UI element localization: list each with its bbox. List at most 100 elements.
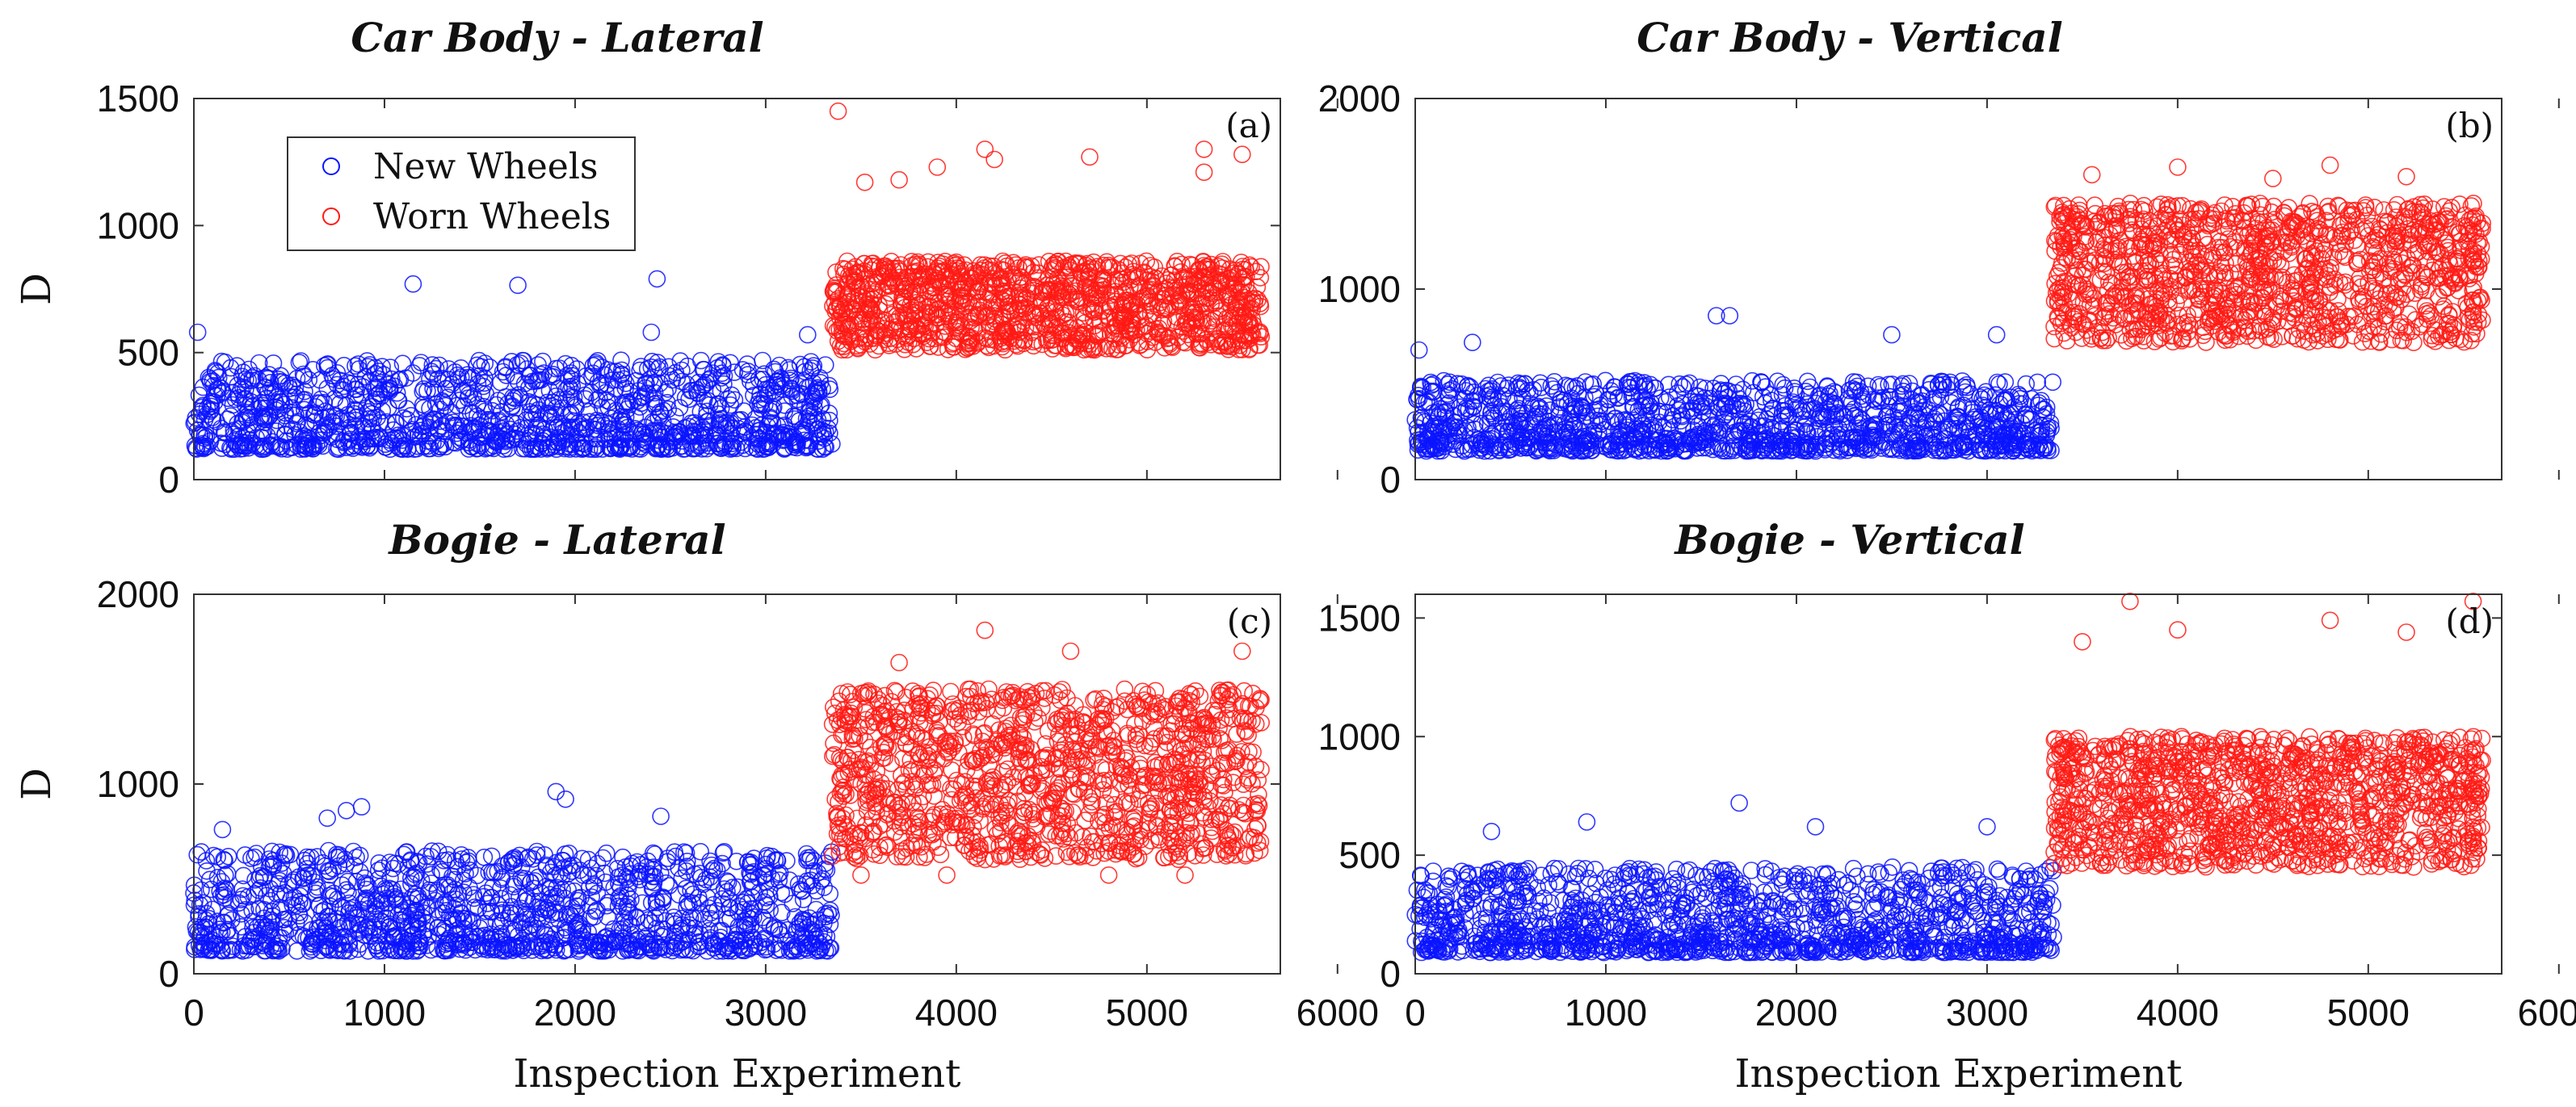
data-point — [804, 359, 822, 377]
data-point — [801, 362, 820, 379]
data-point — [215, 423, 233, 441]
data-point — [693, 440, 711, 458]
data-point — [736, 422, 754, 441]
data-point — [695, 360, 713, 379]
data-point — [2017, 375, 2035, 393]
data-point — [506, 389, 524, 408]
outlier-point — [1195, 163, 1213, 182]
data-point — [666, 425, 685, 443]
data-point — [328, 375, 347, 394]
outlier-point — [928, 158, 947, 176]
data-point — [785, 433, 804, 451]
data-point — [347, 357, 364, 375]
data-point — [781, 371, 799, 390]
data-point — [197, 427, 216, 446]
scatter-points — [185, 102, 1271, 459]
data-point — [529, 416, 547, 434]
data-point — [369, 370, 388, 388]
data-point — [388, 384, 406, 402]
data-point — [713, 436, 732, 454]
data-point — [612, 351, 630, 370]
data-point — [315, 393, 333, 412]
data-point — [2044, 373, 2061, 392]
data-point — [258, 369, 276, 387]
outlier-point — [855, 174, 874, 191]
data-point — [583, 367, 601, 386]
outlier-point — [1464, 333, 1481, 351]
y-axis-label: D — [13, 273, 60, 305]
data-point — [637, 435, 655, 454]
outlier-point — [1081, 148, 1099, 166]
data-point — [475, 374, 494, 392]
data-point — [490, 423, 508, 442]
chart-title: Car Body - Lateral — [351, 14, 763, 61]
data-point — [266, 383, 284, 401]
data-point — [398, 410, 416, 429]
data-point — [660, 358, 678, 376]
data-point — [653, 438, 671, 456]
data-point — [603, 371, 622, 389]
data-point — [816, 356, 834, 374]
data-point — [434, 369, 452, 388]
data-point — [671, 352, 690, 370]
y-tick-label: 1500 — [97, 78, 179, 120]
outlier-point — [829, 102, 847, 120]
data-point — [228, 357, 246, 375]
data-point — [1252, 258, 1270, 276]
data-point — [792, 375, 810, 393]
data-point — [494, 363, 512, 381]
data-point — [638, 360, 657, 378]
data-point — [523, 405, 541, 423]
data-point — [548, 418, 566, 437]
outlier-point — [1987, 325, 2006, 344]
data-point — [262, 373, 279, 392]
data-point — [437, 422, 455, 441]
outlier-point — [985, 150, 1003, 169]
data-point — [419, 439, 438, 458]
data-point — [370, 384, 388, 403]
data-point — [502, 398, 521, 417]
data-point — [431, 412, 449, 430]
data-point — [553, 399, 571, 417]
data-point — [683, 439, 701, 458]
outlier-point — [976, 140, 994, 158]
data-point — [712, 409, 729, 428]
data-point — [734, 402, 753, 420]
y-tick-label: 0 — [158, 459, 179, 501]
data-point — [648, 421, 666, 440]
data-point — [414, 383, 432, 400]
outlier-point — [188, 323, 207, 342]
data-point — [679, 357, 696, 375]
data-point — [472, 358, 490, 376]
series-new — [1406, 307, 2061, 460]
data-point — [683, 414, 700, 432]
data-point — [715, 438, 733, 456]
data-point — [439, 371, 457, 388]
data-point — [377, 413, 396, 431]
data-point — [330, 438, 348, 456]
data-point — [674, 440, 692, 458]
data-point — [722, 386, 741, 405]
data-point — [478, 410, 497, 429]
data-point — [595, 366, 614, 384]
scatter-points — [1406, 156, 2491, 460]
outlier-point — [798, 325, 817, 344]
data-point — [237, 370, 254, 388]
data-point — [424, 410, 443, 428]
data-point — [547, 440, 565, 459]
data-point — [287, 406, 305, 424]
data-point — [393, 354, 412, 373]
data-point — [686, 423, 704, 442]
data-point — [284, 376, 301, 395]
data-point — [426, 383, 444, 401]
data-point — [299, 438, 317, 456]
data-point — [250, 437, 268, 455]
data-point — [427, 359, 445, 378]
data-point — [359, 358, 377, 376]
chart-title: Car Body - Vertical — [1637, 14, 2062, 61]
outlier-point — [642, 323, 661, 342]
data-point — [286, 379, 305, 396]
